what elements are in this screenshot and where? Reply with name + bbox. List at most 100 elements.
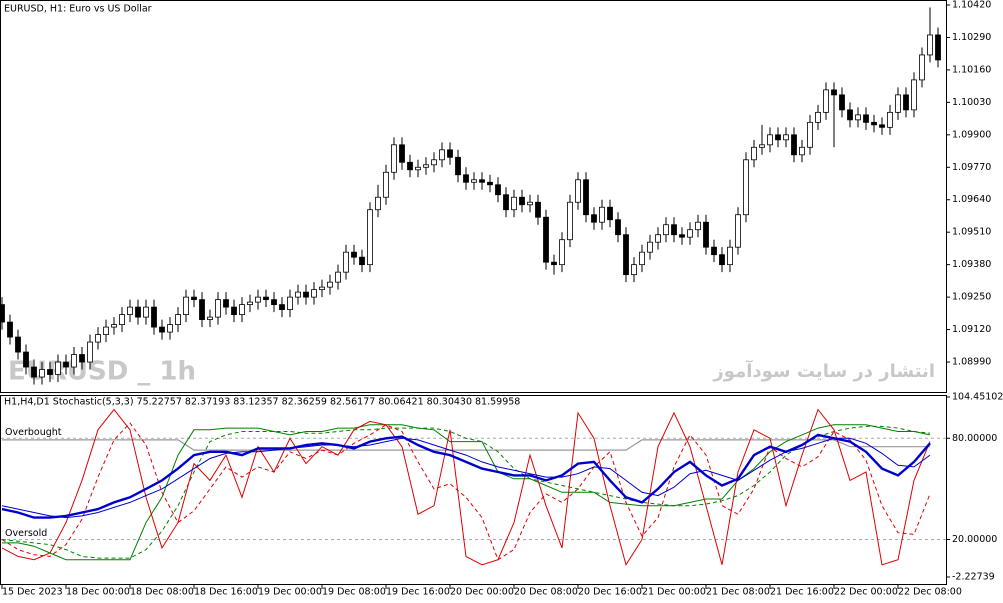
candle-body [495,184,501,196]
level-label: Oversold [5,528,47,539]
candle-body [191,296,197,301]
candle-body [567,201,573,241]
candle-body [527,201,533,206]
candle-body [439,149,445,161]
candle-body [167,324,173,333]
candle-body [711,246,717,256]
candle-body [655,234,661,243]
stochastic-line [1,422,931,561]
candle-body [223,299,229,308]
candle-body [455,156,461,176]
candle-body [935,34,941,61]
y-tick-label: -2.22739 [952,572,995,583]
candle-body [271,299,277,306]
candle-body [279,304,285,311]
x-tick-label: 18 Dec 00:00 [66,587,130,598]
y-tick-label: 1.09900 [952,129,991,140]
x-tick-label: 18 Dec 08:00 [130,587,194,598]
candle-body [735,214,741,248]
level-label: Overbought [5,427,62,438]
candle-body [823,89,829,113]
candle-body [631,264,637,276]
candle-body [727,246,733,266]
candle-body [183,296,189,315]
candle-body [799,146,805,156]
candle-body [807,121,813,148]
y-tick-label: 1.09510 [952,227,991,238]
candle-body [383,171,389,198]
x-tick-label: 21 Dec 00:00 [642,587,706,598]
candle-body [607,206,613,221]
stochastic-line [1,433,931,519]
candle-body [159,326,165,333]
stochastic-line [1,437,931,519]
candle-body [23,351,29,368]
y-tick-label: 1.08990 [952,357,991,368]
candle-body [791,134,797,156]
candle-body [39,369,45,378]
candle-body [239,304,245,315]
candle-body [487,181,493,186]
candle-body [759,144,765,148]
candle-body [903,94,909,111]
candle-body [295,291,301,298]
y-tick-label: 1.09770 [952,162,991,173]
candle-body [599,206,605,223]
candle-body [343,251,349,273]
x-tick-label: 20 Dec 16:00 [578,587,642,598]
candle-body [327,281,333,288]
candle-body [815,111,821,123]
candle-body [287,296,293,311]
candle-body [207,316,213,320]
y-tick-label: 1.09120 [952,324,991,335]
candle-body [407,161,413,171]
candle-body [639,251,645,266]
candle-body [367,209,373,266]
candle-body [855,114,861,121]
candle-body [71,354,77,368]
x-tick-label: 19 Dec 08:00 [322,587,386,598]
candle-body [351,251,357,258]
candle-body [103,326,109,335]
candle-body [895,94,901,113]
candle-body [783,134,789,141]
candle-body [143,306,149,318]
y-tick-label: 104.45102 [952,392,1003,403]
candle-body [543,216,549,263]
candle-body [79,354,85,363]
candle-body [887,111,893,128]
candle-body [359,256,365,266]
candle-body [767,134,773,146]
candle-body [7,321,13,338]
y-tick-label: 1.10160 [952,64,991,75]
candle-body [303,291,309,298]
candle-body [479,179,485,183]
chart-title: EURUSD, H1: Euro vs US Dollar [4,4,152,15]
candle-body [519,196,525,206]
candle-body [375,196,381,211]
candle-body [255,296,261,303]
y-tick-label: 1.10030 [952,97,991,108]
candle-body [695,221,701,231]
y-tick-label: 20.00000 [952,534,997,545]
candle-body [215,299,221,318]
x-tick-label: 20 Dec 00:00 [450,587,514,598]
x-tick-label: 21 Dec 08:00 [706,587,770,598]
candle-body [703,221,709,248]
candle-body [535,201,541,218]
candle-body [47,369,53,375]
indicator-title: H1,H4,D1 Stochastic(5,3,3) 75.22757 82.3… [4,397,520,408]
candle-body [63,361,69,368]
candle-body [447,149,453,158]
y-tick-label: 1.10420 [952,0,991,10]
candle-body [0,304,5,323]
candle-body [719,254,725,266]
candle-body [431,159,437,166]
candle-body [247,301,253,306]
candle-body [575,179,581,203]
y-tick-label: 80.00000 [952,433,997,444]
candle-body [863,114,869,123]
x-tick-label: 19 Dec 16:00 [386,587,450,598]
